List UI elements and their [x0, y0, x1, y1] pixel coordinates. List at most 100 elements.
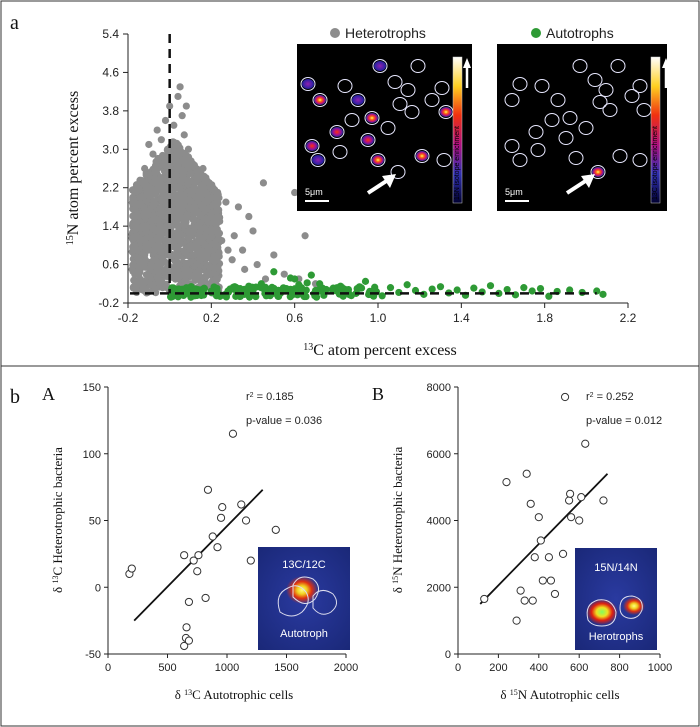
pbB-y-tick-label: 2000 — [427, 582, 451, 594]
heterotroph-point — [147, 261, 155, 269]
panel-bB-chart: 0 200 400 600 800 1000 0 2000 4000 6000 8000 r2 =… — [390, 382, 672, 702]
pbB-point — [520, 596, 529, 605]
pbA-point — [180, 641, 189, 651]
panel-a-x-tick-label: 2.2 — [620, 311, 637, 325]
pbA-y-tick-label: 0 — [95, 582, 101, 594]
heterotroph-point — [149, 225, 158, 233]
heterotroph-point — [178, 166, 186, 174]
inset-heterotroph-background — [575, 548, 657, 650]
micrograph-c13: 13C isotope enrichment 5μm — [497, 44, 670, 211]
cell-outline — [610, 59, 626, 73]
cell-enriched — [374, 61, 386, 71]
autotroph-point — [470, 284, 478, 292]
pbA-point — [201, 593, 210, 603]
inset-autotroph-outline-3 — [312, 590, 337, 615]
heterotroph-point — [184, 227, 192, 235]
cell-outline — [400, 83, 416, 97]
heterotroph-point — [141, 164, 149, 173]
autotroph-point — [528, 287, 536, 295]
heterotroph-point — [195, 231, 203, 239]
autotroph-point — [566, 286, 574, 294]
pbA-point — [180, 551, 189, 560]
panel-bA-chart: 0 500 1000 1500 2000 -50 0 50 100 150 r2 = 0.185… — [50, 382, 358, 702]
heterotroph-point — [142, 227, 150, 236]
heterotroph-point — [197, 201, 205, 210]
n15-pointer-arrow-icon — [366, 178, 390, 195]
cell-outline — [558, 131, 574, 145]
cell-outline — [528, 125, 544, 139]
heterotroph-point — [228, 256, 236, 264]
heterotroph-point — [148, 237, 156, 245]
cell-outline — [598, 83, 614, 97]
heterotroph-point — [157, 180, 165, 189]
pbB-point — [575, 516, 584, 525]
pbB-point — [538, 576, 547, 585]
cell-outline — [504, 139, 520, 153]
inset-heterotroph-outline-2 — [619, 595, 643, 619]
inset-autotroph-image: 13C/12C Autotroph — [258, 547, 350, 650]
panel-bB-pvalue: p-value = 0.012 — [586, 415, 662, 427]
heterotroph-point — [245, 212, 253, 221]
cell-outline — [592, 95, 608, 109]
heterotroph-point — [165, 220, 173, 228]
pbB-point — [546, 576, 556, 585]
panel-bB-x-label: δ 15N Autotrophic cells — [500, 687, 619, 702]
heterotroph-point — [241, 265, 249, 273]
cell-enriched — [440, 107, 452, 117]
pbB-x-tick-label: 400 — [530, 662, 548, 674]
heterotroph-point — [154, 267, 162, 276]
pbB-point — [565, 496, 574, 505]
heterotroph-point — [222, 198, 230, 206]
heterotroph-point — [301, 232, 309, 240]
autotroph-point — [428, 285, 436, 293]
heterotroph-point — [230, 232, 238, 240]
autotroph-point — [192, 285, 200, 293]
inset-autotroph-outline-1 — [277, 585, 309, 617]
cell-enriched — [362, 135, 374, 145]
heterotroph-point — [195, 222, 203, 230]
c13-colorbar-label: 13C isotope enrichment — [652, 126, 659, 200]
panel-bA-x-label: δ 13C Autotrophic cells — [175, 687, 294, 702]
panel-label-a: a — [10, 12, 19, 34]
panel-bA-y-label: δ 13C Heterotrophic bacteria — [50, 447, 65, 593]
inset-heterotroph-outline-1 — [586, 599, 617, 627]
panel-bA-y-ticks: -50 0 50 100 150 — [83, 382, 108, 661]
cell-enriched — [306, 141, 318, 151]
cell-outline — [632, 79, 648, 93]
pbA-point — [237, 500, 246, 509]
pbB-point — [536, 536, 545, 545]
heterotroph-point — [184, 180, 192, 188]
panel-a-x-tick-label: 1.8 — [536, 311, 553, 325]
cell-outline — [370, 153, 386, 167]
pbA-y-tick-label: 50 — [89, 516, 101, 528]
n15-colorbar — [452, 56, 463, 204]
legend-autotrophs-label: Autotrophs — [546, 25, 614, 41]
pbB-y-tick-label: 6000 — [427, 449, 451, 461]
pbA-x-tick-label: 1500 — [274, 662, 298, 674]
heterotroph-point — [157, 204, 165, 212]
cell-enriched — [312, 155, 324, 165]
heterotroph-point — [136, 193, 145, 201]
panel-a-y-tick-label: -0.2 — [98, 296, 119, 310]
pbA-y-tick-label: 150 — [83, 382, 101, 394]
pbA-point — [182, 623, 191, 632]
cell-outline — [372, 59, 388, 73]
heterotroph-point — [173, 248, 181, 257]
pbA-point — [213, 543, 222, 552]
pbA-y-tick-label: 100 — [83, 449, 101, 461]
heterotroph-point — [203, 204, 211, 212]
panel-a-y-tick-label: 2.2 — [102, 181, 119, 195]
cell-outline — [632, 153, 648, 167]
pbA-point — [127, 564, 136, 573]
autotroph-point — [182, 289, 190, 297]
autotroph-point — [252, 292, 260, 301]
heterotroph-point — [204, 246, 212, 254]
heterotroph-point — [145, 170, 153, 179]
panel-a-x-ticks: -0.2 0.2 0.6 1.0 1.4 1.8 2.2 — [118, 303, 637, 325]
heterotroph-point — [141, 243, 149, 252]
cell-outline — [512, 153, 528, 167]
cell-outline — [590, 165, 606, 179]
panel-bA-points — [125, 429, 280, 651]
heterotroph-point — [181, 277, 189, 285]
c13-pointer-arrow-icon — [565, 178, 589, 195]
